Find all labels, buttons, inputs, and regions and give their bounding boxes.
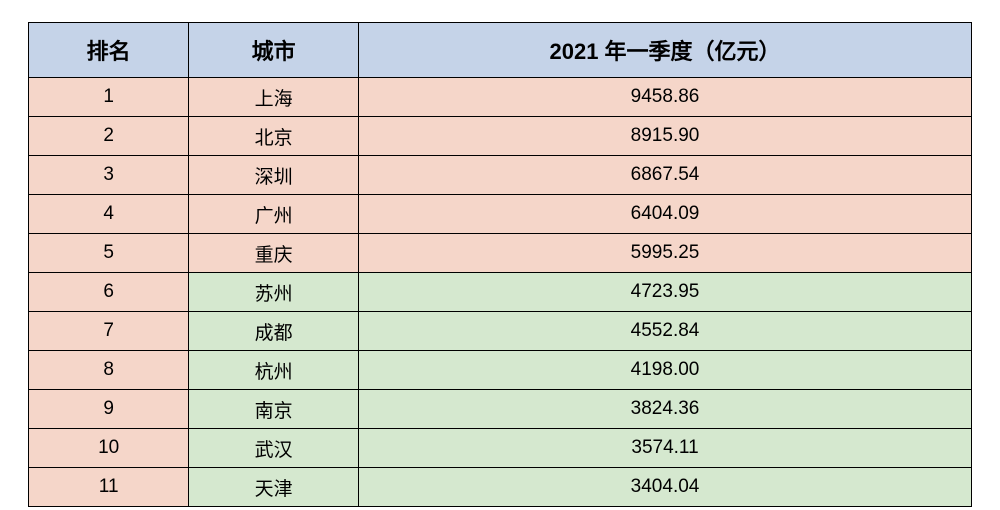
cell-rank: 9 xyxy=(29,390,189,429)
cell-value: 6404.09 xyxy=(359,195,972,234)
header-rank: 排名 xyxy=(29,23,189,78)
cell-city: 杭州 xyxy=(189,351,359,390)
table-row: 1上海9458.86 xyxy=(29,78,972,117)
table-row: 3深圳6867.54 xyxy=(29,156,972,195)
cell-rank: 5 xyxy=(29,234,189,273)
table-row: 6苏州4723.95 xyxy=(29,273,972,312)
cell-rank: 6 xyxy=(29,273,189,312)
table-row: 5重庆5995.25 xyxy=(29,234,972,273)
table-row: 9南京3824.36 xyxy=(29,390,972,429)
cell-city: 武汉 xyxy=(189,429,359,468)
cell-rank: 11 xyxy=(29,468,189,507)
cell-city: 北京 xyxy=(189,117,359,156)
cell-city: 南京 xyxy=(189,390,359,429)
cell-value: 4723.95 xyxy=(359,273,972,312)
cell-city: 天津 xyxy=(189,468,359,507)
cell-rank: 7 xyxy=(29,312,189,351)
table-row: 10武汉3574.11 xyxy=(29,429,972,468)
cell-rank: 3 xyxy=(29,156,189,195)
cell-city: 成都 xyxy=(189,312,359,351)
cell-city: 深圳 xyxy=(189,156,359,195)
cell-value: 4552.84 xyxy=(359,312,972,351)
cell-city: 苏州 xyxy=(189,273,359,312)
table-row: 7成都4552.84 xyxy=(29,312,972,351)
cell-city: 重庆 xyxy=(189,234,359,273)
cell-rank: 1 xyxy=(29,78,189,117)
cell-rank: 10 xyxy=(29,429,189,468)
header-city: 城市 xyxy=(189,23,359,78)
table-row: 8杭州4198.00 xyxy=(29,351,972,390)
cell-value: 4198.00 xyxy=(359,351,972,390)
cell-city: 上海 xyxy=(189,78,359,117)
header-value: 2021 年一季度（亿元） xyxy=(359,23,972,78)
table-row: 4广州6404.09 xyxy=(29,195,972,234)
cell-value: 3574.11 xyxy=(359,429,972,468)
table-header-row: 排名 城市 2021 年一季度（亿元） xyxy=(29,23,972,78)
cell-rank: 8 xyxy=(29,351,189,390)
table-row: 11天津3404.04 xyxy=(29,468,972,507)
cell-rank: 4 xyxy=(29,195,189,234)
cell-city: 广州 xyxy=(189,195,359,234)
cell-value: 9458.86 xyxy=(359,78,972,117)
cell-value: 3404.04 xyxy=(359,468,972,507)
cell-value: 8915.90 xyxy=(359,117,972,156)
gdp-table: 排名 城市 2021 年一季度（亿元） 1上海9458.862北京8915.90… xyxy=(28,22,972,507)
table-row: 2北京8915.90 xyxy=(29,117,972,156)
cell-value: 3824.36 xyxy=(359,390,972,429)
cell-value: 6867.54 xyxy=(359,156,972,195)
cell-value: 5995.25 xyxy=(359,234,972,273)
cell-rank: 2 xyxy=(29,117,189,156)
